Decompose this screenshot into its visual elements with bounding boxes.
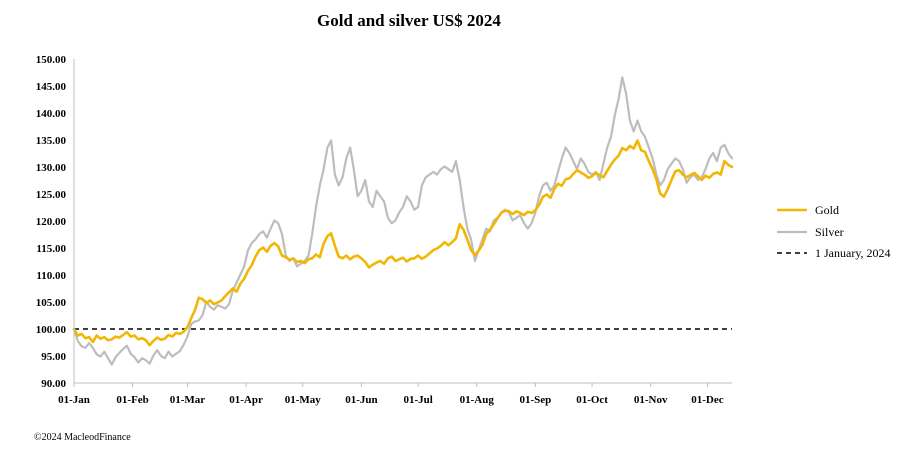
y-tick-label: 90.00 [41, 378, 66, 390]
legend: Gold Silver 1 January, 2024 [777, 203, 891, 260]
x-tick-label: 01-Apr [229, 394, 263, 406]
x-tick-label: 01-Mar [170, 394, 206, 406]
y-tick-label: 100.00 [36, 324, 67, 336]
x-tick-label: 01-Jul [403, 394, 432, 406]
series-line-gold [72, 139, 734, 347]
y-tick-label: 125.00 [36, 189, 67, 201]
y-tick-label: 135.00 [36, 135, 67, 147]
series-line-silver [72, 76, 734, 366]
y-tick-label: 105.00 [36, 297, 67, 309]
y-tick-label: 120.00 [36, 216, 67, 228]
y-tick-label: 130.00 [36, 162, 67, 174]
y-tick-label: 140.00 [36, 108, 67, 120]
y-tick-label: 95.00 [41, 351, 66, 363]
legend-label-gold: Gold [815, 203, 839, 217]
y-tick-label: 145.00 [36, 81, 67, 93]
x-tick-label: 01-May [285, 394, 322, 406]
x-tick-label: 01-Dec [691, 394, 723, 406]
legend-label-reference: 1 January, 2024 [815, 246, 891, 260]
y-tick-label: 150.00 [36, 54, 67, 66]
y-tick-label: 115.00 [36, 243, 66, 255]
x-tick-label: 01-Jan [58, 394, 90, 406]
x-tick-label: 01-Aug [460, 394, 495, 406]
axis-layer: 150.00 145.00 140.00 135.00 130.00 125.00 120.… [36, 54, 732, 406]
x-tick-label: 01-Nov [634, 394, 668, 406]
x-tick-label: 01-Sep [519, 394, 551, 406]
x-tick-label: 01-Jun [345, 394, 377, 406]
copyright-credit: ©2024 MacleodFinance [34, 432, 131, 443]
y-tick-label: 110.00 [36, 270, 66, 282]
series-layer [72, 76, 734, 366]
legend-label-silver: Silver [815, 225, 844, 239]
x-tick-label: 01-Feb [116, 394, 148, 406]
x-tick-label: 01-Oct [576, 394, 608, 406]
chart-title: Gold and silver US$ 2024 [317, 11, 501, 30]
